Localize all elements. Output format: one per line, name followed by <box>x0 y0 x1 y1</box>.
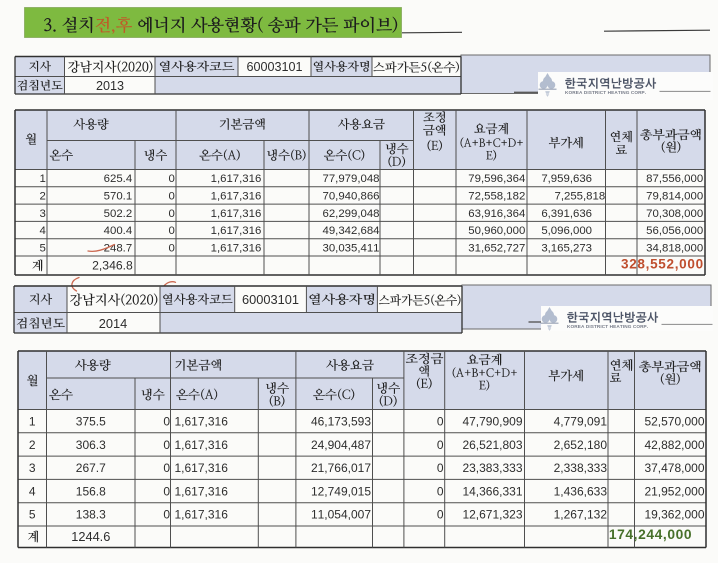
svg-text:1,617,316: 1,617,316 <box>211 208 262 220</box>
svg-text:5: 5 <box>39 242 45 254</box>
svg-text:56,056,000: 56,056,000 <box>646 225 703 237</box>
svg-text:12,671,323: 12,671,323 <box>462 508 522 522</box>
svg-text:0: 0 <box>163 414 170 428</box>
svg-text:0: 0 <box>437 484 444 498</box>
svg-text:4: 4 <box>39 225 45 237</box>
svg-text:47,790,909: 47,790,909 <box>462 414 522 428</box>
svg-text:0: 0 <box>168 208 174 220</box>
svg-text:0: 0 <box>163 461 170 475</box>
svg-text:1,617,316: 1,617,316 <box>175 484 229 498</box>
svg-text:11,054,007: 11,054,007 <box>311 508 371 522</box>
svg-text:2014: 2014 <box>99 316 127 331</box>
svg-text:174,244,000: 174,244,000 <box>609 527 692 542</box>
svg-text:0: 0 <box>163 438 170 452</box>
svg-text:5,096,000: 5,096,000 <box>541 225 592 237</box>
svg-text:0: 0 <box>168 191 174 203</box>
svg-text:49,342,684: 49,342,684 <box>322 225 379 237</box>
svg-text:52,570,000: 52,570,000 <box>644 414 704 428</box>
svg-text:0: 0 <box>437 438 444 452</box>
svg-text:KOREA DISTRICT HEATING CORP.: KOREA DISTRICT HEATING CORP. <box>567 324 648 329</box>
svg-text:0: 0 <box>168 173 174 185</box>
svg-text:1: 1 <box>39 173 45 185</box>
svg-text:19,362,000: 19,362,000 <box>644 508 704 522</box>
svg-text:2: 2 <box>39 191 45 203</box>
svg-text:1,617,316: 1,617,316 <box>211 225 262 237</box>
svg-text:26,521,803: 26,521,803 <box>462 438 522 452</box>
svg-text:1244.6: 1244.6 <box>71 529 110 544</box>
svg-text:14,366,331: 14,366,331 <box>462 484 522 498</box>
svg-text:0: 0 <box>437 414 444 428</box>
svg-text:60003101: 60003101 <box>246 60 302 74</box>
svg-text:0: 0 <box>437 461 444 475</box>
svg-text:1,267,132: 1,267,132 <box>554 508 608 522</box>
svg-text:KOREA DISTRICT HEATING CORP.: KOREA DISTRICT HEATING CORP. <box>565 90 646 95</box>
svg-text:2: 2 <box>29 438 36 452</box>
svg-text:21,952,000: 21,952,000 <box>644 484 704 498</box>
svg-text:0: 0 <box>437 508 444 522</box>
svg-text:62,299,048: 62,299,048 <box>322 208 379 220</box>
svg-text:77,979,048: 77,979,048 <box>322 173 379 185</box>
svg-text:12,749,015: 12,749,015 <box>311 484 371 498</box>
svg-text:72,558,182: 72,558,182 <box>468 191 525 203</box>
svg-text:70,308,000: 70,308,000 <box>646 208 703 220</box>
svg-text:625.4: 625.4 <box>104 173 133 185</box>
svg-text:60003101: 60003101 <box>242 292 299 307</box>
svg-text:328,552,000: 328,552,000 <box>621 256 704 271</box>
svg-text:2,338,333: 2,338,333 <box>554 461 608 475</box>
svg-text:1,617,316: 1,617,316 <box>211 173 262 185</box>
svg-text:1,436,633: 1,436,633 <box>554 484 608 498</box>
svg-text:570.1: 570.1 <box>104 191 133 203</box>
svg-text:5: 5 <box>29 508 36 522</box>
svg-text:23,383,333: 23,383,333 <box>462 461 522 475</box>
svg-text:50,960,000: 50,960,000 <box>468 225 525 237</box>
svg-text:4,779,091: 4,779,091 <box>554 414 608 428</box>
svg-text:375.5: 375.5 <box>76 414 106 428</box>
svg-text:1,617,316: 1,617,316 <box>175 508 229 522</box>
svg-text:21,766,017: 21,766,017 <box>311 461 371 475</box>
svg-text:42,882,000: 42,882,000 <box>644 438 704 452</box>
svg-text:30,035,411: 30,035,411 <box>322 242 379 254</box>
svg-text:37,478,000: 37,478,000 <box>644 461 704 475</box>
svg-text:0: 0 <box>168 225 174 237</box>
svg-text:502.2: 502.2 <box>104 208 133 220</box>
svg-text:138.3: 138.3 <box>76 508 106 522</box>
svg-text:156.8: 156.8 <box>76 484 106 498</box>
svg-text:0: 0 <box>163 508 170 522</box>
svg-text:306.3: 306.3 <box>76 438 106 452</box>
svg-text:1,617,316: 1,617,316 <box>211 191 262 203</box>
svg-text:79,596,364: 79,596,364 <box>468 173 525 185</box>
svg-text:1,617,316: 1,617,316 <box>175 438 229 452</box>
svg-text:63,916,364: 63,916,364 <box>468 208 525 220</box>
svg-text:2,652,180: 2,652,180 <box>554 438 608 452</box>
svg-text:400.4: 400.4 <box>104 225 133 237</box>
svg-text:34,818,000: 34,818,000 <box>646 242 703 254</box>
svg-text:2013: 2013 <box>96 79 124 93</box>
svg-text:4: 4 <box>29 484 36 498</box>
svg-text:2,346.8: 2,346.8 <box>92 259 133 273</box>
svg-text:1,617,316: 1,617,316 <box>175 461 229 475</box>
svg-text:7,255,818: 7,255,818 <box>555 191 606 203</box>
svg-text:0: 0 <box>168 242 174 254</box>
svg-text:1,617,316: 1,617,316 <box>175 414 229 428</box>
svg-text:70,940,866: 70,940,866 <box>322 191 379 203</box>
svg-text:3: 3 <box>29 461 36 475</box>
svg-text:248.7: 248.7 <box>104 242 133 254</box>
svg-text:3,165,273: 3,165,273 <box>541 242 592 254</box>
svg-text:0: 0 <box>163 484 170 498</box>
svg-text:6,391,636: 6,391,636 <box>541 208 592 220</box>
svg-text:1: 1 <box>29 414 36 428</box>
svg-text:3: 3 <box>39 208 45 220</box>
svg-text:87,556,000: 87,556,000 <box>646 173 703 185</box>
svg-text:267.7: 267.7 <box>76 461 106 475</box>
svg-text:24,904,487: 24,904,487 <box>311 438 371 452</box>
svg-text:46,173,593: 46,173,593 <box>311 414 371 428</box>
svg-text:7,959,636: 7,959,636 <box>541 173 592 185</box>
svg-text:79,814,000: 79,814,000 <box>646 191 703 203</box>
svg-text:31,652,727: 31,652,727 <box>468 242 525 254</box>
svg-text:1,617,316: 1,617,316 <box>211 242 262 254</box>
